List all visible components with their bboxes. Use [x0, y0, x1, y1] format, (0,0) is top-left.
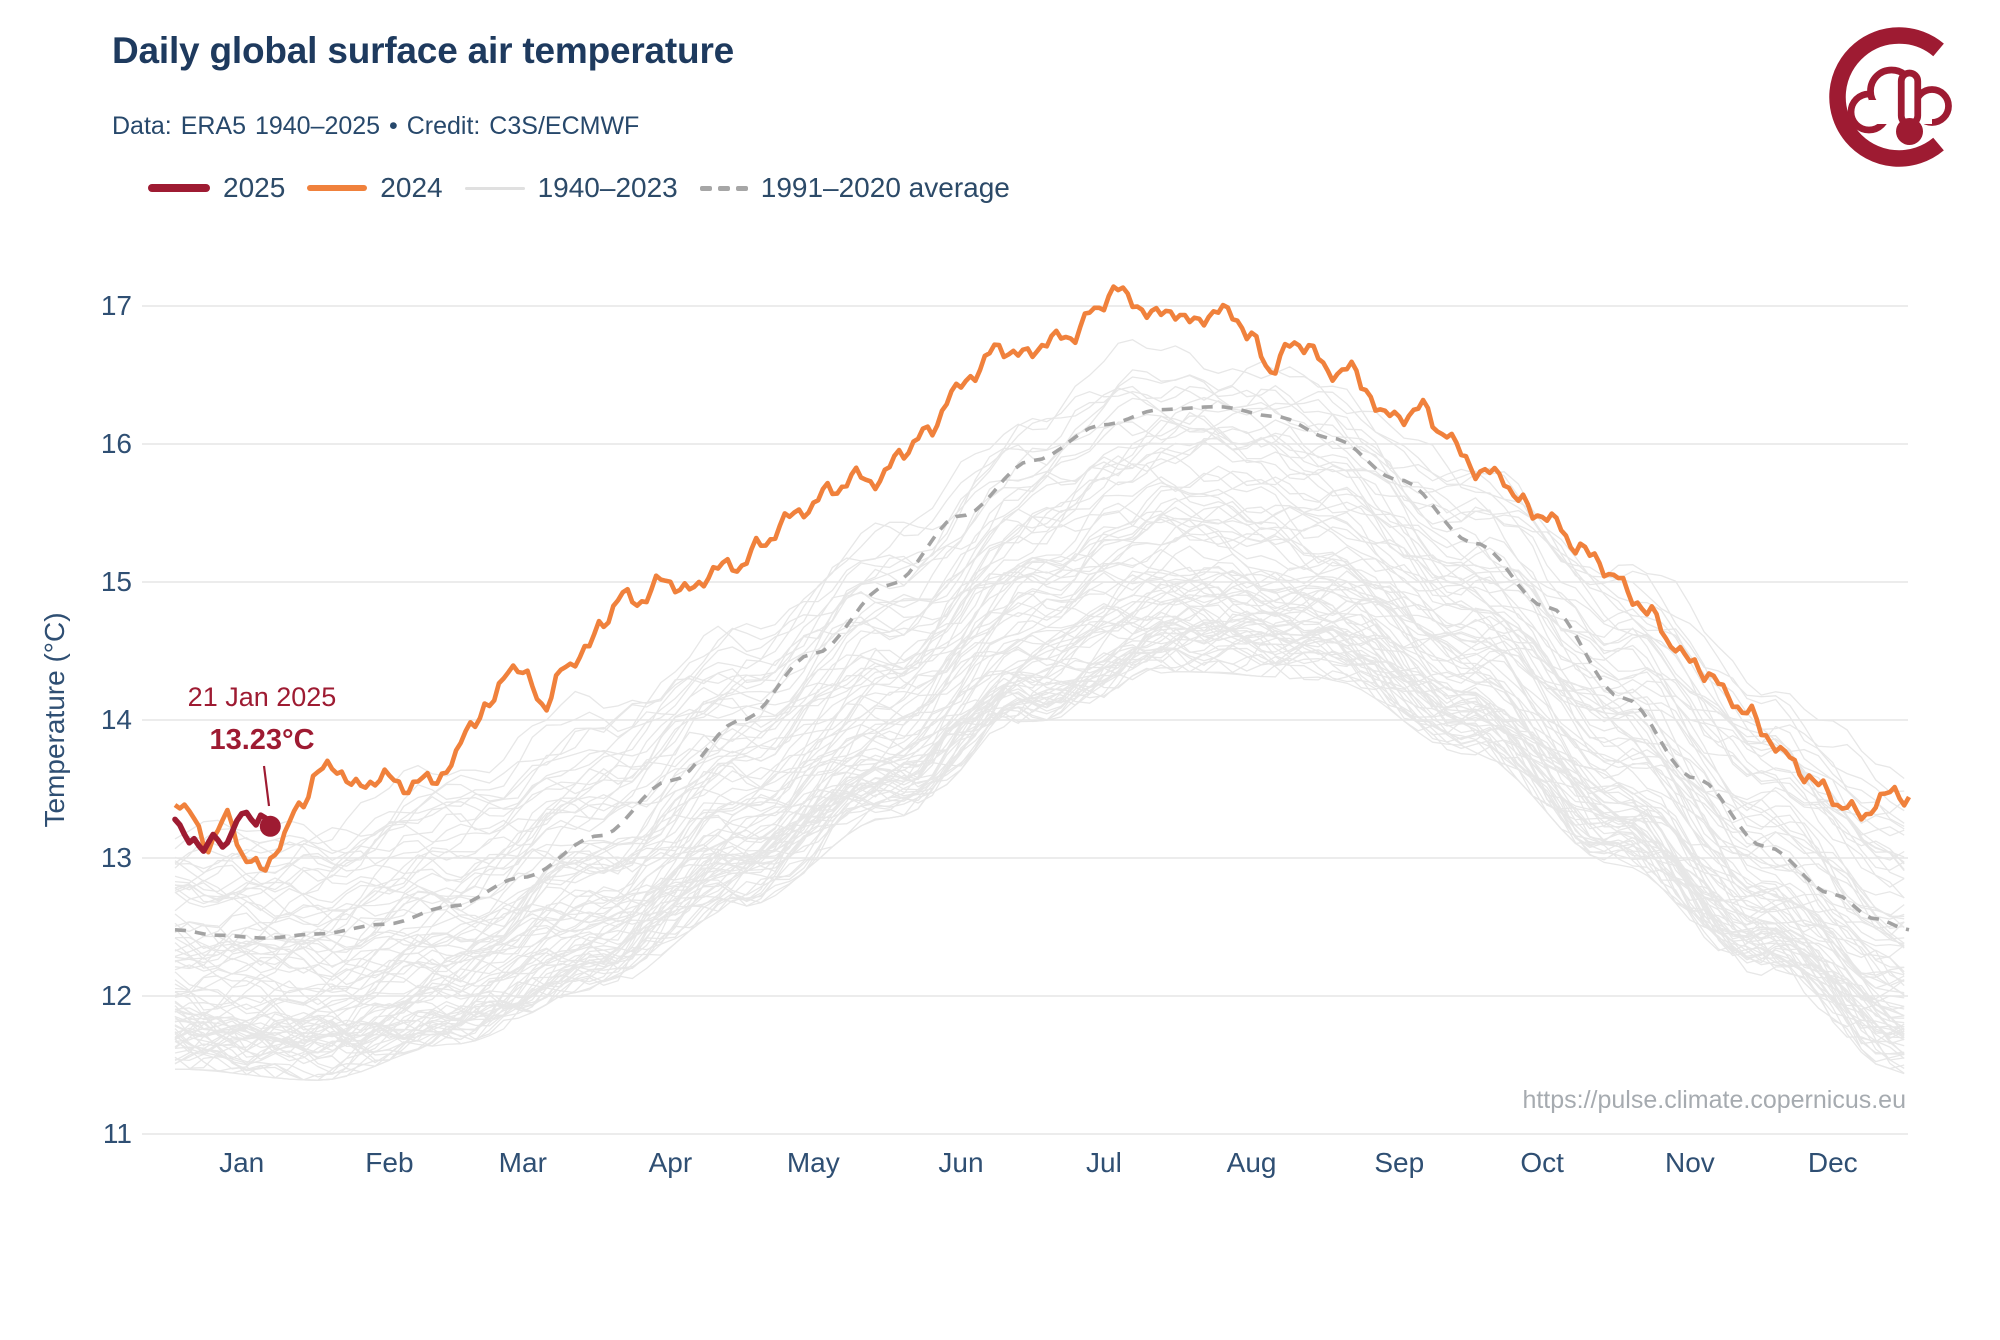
legend-item-2025: 2025: [148, 172, 285, 204]
svg-text:11: 11: [103, 1118, 132, 1149]
svg-text:Oct: Oct: [1520, 1147, 1564, 1178]
svg-text:Apr: Apr: [649, 1147, 693, 1178]
y-axis-tick-labels: 11 12 13 14 15 16 17: [101, 290, 132, 1149]
legend-item-2024: 2024: [307, 172, 443, 204]
svg-text:Aug: Aug: [1227, 1147, 1277, 1178]
svg-text:15: 15: [101, 566, 132, 597]
chart-legend: 2025 2024 1940–2023 1991–2020 average: [148, 172, 1010, 204]
history-lines-1940-2023: [174, 339, 1905, 1081]
svg-text:17: 17: [101, 290, 132, 321]
svg-text:16: 16: [101, 428, 132, 459]
average-line-1991-2020: [174, 404, 1910, 940]
annotation-date: 21 Jan 2025: [187, 682, 337, 712]
y-axis-title: Temperature (°C): [39, 612, 70, 827]
legend-swatch-2025: [148, 184, 210, 192]
page-title: Daily global surface air temperature: [112, 30, 735, 71]
svg-text:14: 14: [101, 704, 132, 735]
svg-text:Dec: Dec: [1808, 1147, 1858, 1178]
legend-label: 2024: [380, 172, 443, 203]
legend-swatch-average: [699, 185, 748, 191]
svg-text:Nov: Nov: [1665, 1147, 1715, 1178]
footer-logos: ★★★★★★★★★★★★ PROGRAMME OF THE EUROPEAN U…: [0, 1208, 2000, 1340]
legend-swatch-history: [464, 186, 525, 190]
legend-label: 2025: [223, 172, 286, 203]
legend-swatch-2024: [307, 185, 368, 191]
c3s-logo-icon: [1829, 27, 1969, 167]
line-2024: [173, 284, 1911, 873]
line-2025: [172, 809, 274, 854]
latest-point-marker: [259, 815, 281, 837]
legend-label: 1940–2023: [537, 172, 678, 203]
watermark-url: https://pulse.climate.copernicus.eu: [1522, 1086, 1906, 1114]
legend-item-average: 1991–2020 average: [699, 172, 1010, 204]
chart-subtitle: Data: ERA5 1940–2025 • Credit: C3S/ECMWF: [112, 112, 640, 140]
svg-text:Mar: Mar: [499, 1147, 547, 1178]
svg-text:Jun: Jun: [938, 1147, 983, 1178]
svg-text:Jul: Jul: [1086, 1147, 1122, 1178]
svg-text:12: 12: [101, 980, 132, 1011]
svg-text:Feb: Feb: [365, 1147, 413, 1178]
x-axis-month-labels: Jan Feb Mar Apr May Jun Jul Aug Sep Oct Nov Dec: [219, 1147, 1858, 1178]
legend-label: 1991–2020 average: [760, 172, 1010, 203]
annotation-pointer-line: [262, 765, 271, 807]
svg-text:13: 13: [101, 842, 132, 873]
svg-text:Jan: Jan: [219, 1147, 264, 1178]
annotation-value: 13.23°C: [209, 724, 315, 756]
svg-text:Sep: Sep: [1374, 1147, 1424, 1178]
svg-text:May: May: [787, 1147, 840, 1178]
legend-item-history: 1940–2023: [464, 172, 678, 204]
